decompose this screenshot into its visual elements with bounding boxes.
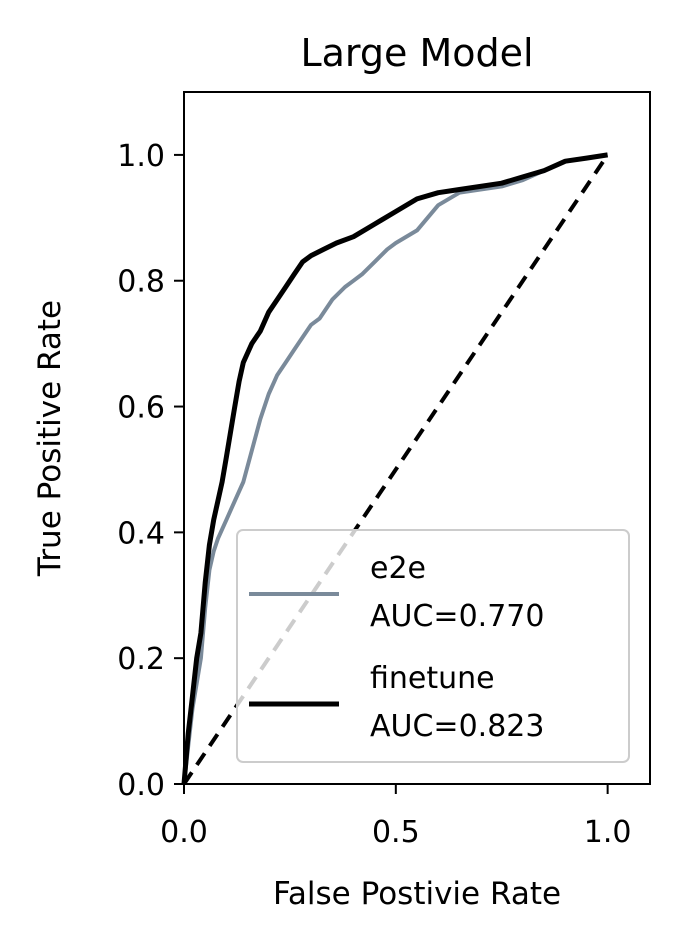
legend-auc-finetune: AUC=0.823 <box>370 709 544 744</box>
y-axis-label: True Positive Rate <box>32 300 68 577</box>
axes-frame <box>183 91 651 785</box>
chart-title: Large Model <box>300 31 533 75</box>
legend-label-e2e: e2e <box>370 551 426 586</box>
legend-auc-e2e: AUC=0.770 <box>370 599 544 634</box>
x-tick-label: 0.5 <box>372 815 420 850</box>
y-tick-label: 0.0 <box>117 768 165 803</box>
x-axis-ticks: 0.0 0.5 1.0 <box>160 784 631 850</box>
x-axis-label: False Postivie Rate <box>273 876 561 912</box>
y-axis-ticks: 0.0 0.2 0.4 0.6 0.8 1.0 <box>117 139 184 803</box>
x-tick-label: 1.0 <box>584 815 632 850</box>
y-tick-label: 0.8 <box>117 265 165 300</box>
y-tick-label: 1.0 <box>117 139 165 174</box>
y-tick-label: 0.6 <box>117 391 165 426</box>
x-tick-label: 0.0 <box>160 815 208 850</box>
legend: e2e AUC=0.770 finetune AUC=0.823 <box>236 529 630 763</box>
y-tick-label: 0.4 <box>117 516 165 551</box>
legend-label-finetune: finetune <box>370 661 495 696</box>
roc-line-e2e <box>182 152 608 785</box>
roc-line-finetune <box>181 152 608 785</box>
y-tick-label: 0.2 <box>117 642 165 677</box>
